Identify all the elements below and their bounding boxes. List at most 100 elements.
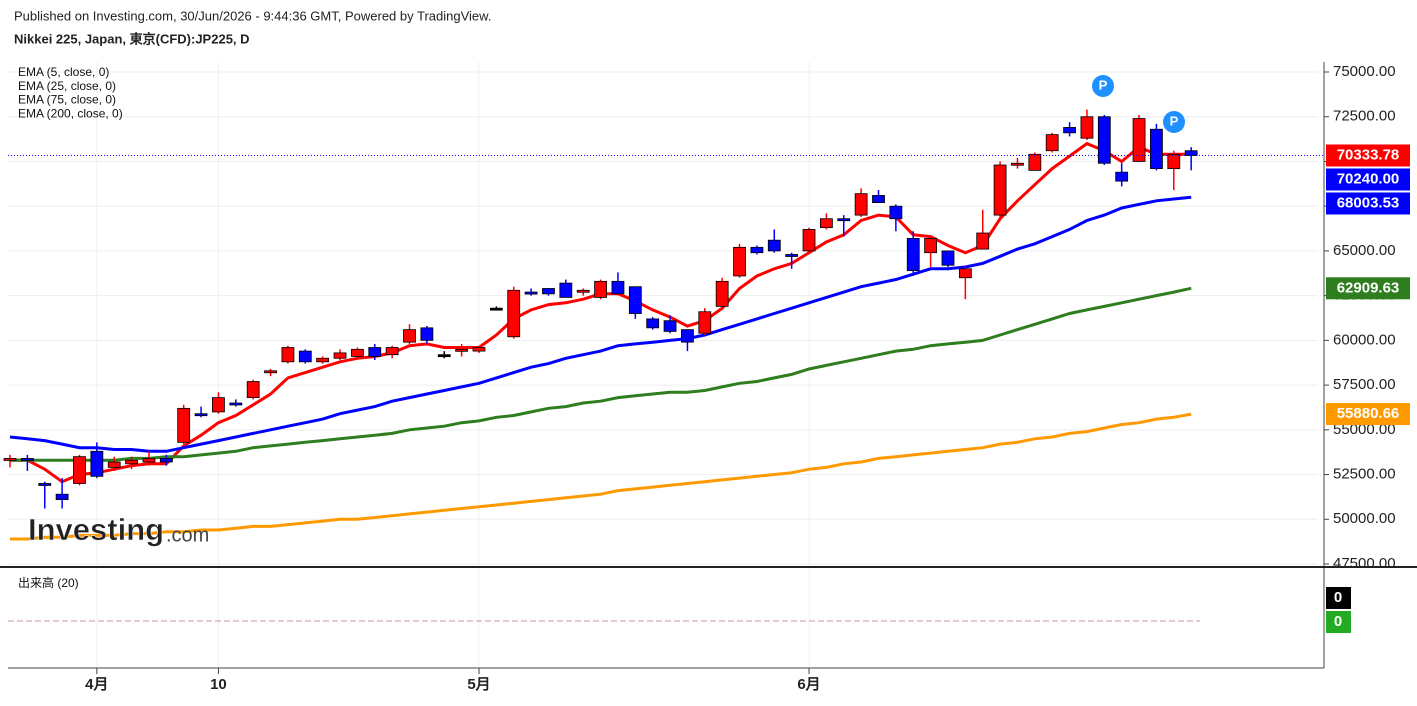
y-tick-label: 50000.00 xyxy=(1333,510,1396,527)
candle-body xyxy=(1028,153,1042,171)
candle-body xyxy=(350,348,364,357)
candle-body xyxy=(246,381,260,399)
legend-entry: EMA (25, close, 0) xyxy=(18,79,116,93)
candle-body xyxy=(1184,150,1198,156)
y-tick-label: 65000.00 xyxy=(1333,242,1396,259)
candle-body xyxy=(194,413,208,417)
legend-entry: EMA (75, close, 0) xyxy=(18,93,116,107)
candle-body xyxy=(1080,116,1094,139)
price-tag xyxy=(1326,277,1410,300)
legend-entry: EMA (200, close, 0) xyxy=(18,106,123,120)
x-tick-label: 6月 xyxy=(797,676,820,693)
volume-title: 出来高 (20) xyxy=(18,575,79,590)
candle-body xyxy=(73,456,86,484)
candle-body xyxy=(854,193,868,216)
price-tag-label: 70333.78 xyxy=(1337,146,1400,163)
candle-body xyxy=(663,320,677,332)
candle-body xyxy=(281,347,295,363)
candle-body xyxy=(1045,134,1059,152)
candle-body xyxy=(437,354,451,358)
candle-body xyxy=(802,229,816,252)
candle-body xyxy=(385,347,399,356)
candle-body xyxy=(681,329,694,343)
y-tick-label: 75000.00 xyxy=(1333,63,1396,80)
candle-body xyxy=(90,450,104,477)
candle-body xyxy=(507,289,521,338)
candle-body xyxy=(125,459,138,465)
candle-body xyxy=(993,164,1007,216)
candle-body xyxy=(819,218,833,229)
candle-body xyxy=(559,282,573,298)
grid xyxy=(8,62,1318,668)
price-tag-label: 62909.63 xyxy=(1337,279,1400,296)
price-tag-label: 70240.00 xyxy=(1337,170,1400,187)
candle-body xyxy=(941,250,955,266)
candle-body xyxy=(889,205,903,220)
candle-body xyxy=(177,407,191,443)
candle-body xyxy=(1167,153,1181,170)
candle-body xyxy=(159,458,173,463)
candle-body xyxy=(958,268,972,279)
published-note: Published on Investing.com, 30/Jun/2026 … xyxy=(14,8,491,23)
marker-label: P xyxy=(1170,113,1179,128)
candle-body xyxy=(333,352,347,359)
candle-body xyxy=(976,232,990,250)
ema-line xyxy=(10,286,1192,462)
instrument-title: Nikkei 225, Japan, 東京(CFD):JP225, D xyxy=(14,31,250,46)
candle-body xyxy=(1150,128,1163,170)
candle-body xyxy=(403,329,416,343)
candle-body xyxy=(20,458,34,461)
x-tick-label: 5月 xyxy=(467,676,490,693)
candle-body xyxy=(611,280,625,295)
candle-body xyxy=(472,347,486,352)
volume-label: 0 xyxy=(1334,613,1342,630)
candle-body xyxy=(1063,127,1076,134)
candle-body xyxy=(38,483,52,486)
plot xyxy=(3,109,1198,541)
candle-body xyxy=(55,493,69,500)
y-tick-label: 47500.00 xyxy=(1333,555,1396,572)
candle-body xyxy=(264,370,277,374)
candle-body xyxy=(576,289,590,293)
candle-body xyxy=(750,246,764,254)
candle-body xyxy=(1115,171,1129,182)
candle-body xyxy=(837,218,851,222)
volume-label: 0 xyxy=(1334,589,1342,606)
candle-body xyxy=(542,288,555,295)
candle-body xyxy=(107,461,121,468)
y-tick-label: 60000.00 xyxy=(1333,331,1396,348)
candle-body xyxy=(420,327,434,341)
candle-body xyxy=(3,458,17,461)
candle-body xyxy=(767,239,781,252)
candle-body xyxy=(715,280,729,307)
marker-label: P xyxy=(1099,77,1108,92)
candle-body xyxy=(142,458,156,463)
candle-body xyxy=(212,397,225,413)
y-tick-label: 57500.00 xyxy=(1333,376,1396,393)
candle-body xyxy=(368,347,382,357)
marker xyxy=(1163,111,1185,133)
candle-body xyxy=(906,237,920,271)
candle-body xyxy=(924,237,938,254)
price-tag xyxy=(1326,144,1410,167)
watermark-brand: Investing xyxy=(28,512,164,547)
price-tag xyxy=(1326,192,1410,215)
watermark-suffix: .com xyxy=(166,524,209,546)
candle-body xyxy=(229,402,243,406)
candle-body xyxy=(455,348,469,352)
candle-body xyxy=(1011,162,1024,166)
candle-body xyxy=(646,318,660,329)
y-tick-label: 72500.00 xyxy=(1333,108,1396,125)
x-tick-label: 10 xyxy=(210,676,227,693)
candle-body xyxy=(785,254,799,257)
ema-line xyxy=(10,412,1192,541)
candle-body xyxy=(524,291,538,295)
volume-tag xyxy=(1326,611,1351,633)
price-tag xyxy=(1326,403,1410,426)
candle-body xyxy=(733,246,746,277)
candle-body xyxy=(698,311,712,334)
candle-body xyxy=(298,350,312,363)
candle-body xyxy=(628,286,642,314)
